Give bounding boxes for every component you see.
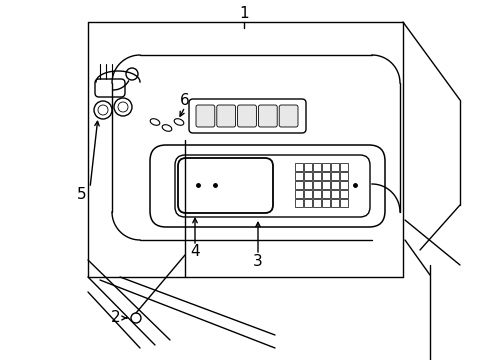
FancyBboxPatch shape <box>178 158 272 213</box>
Bar <box>304 199 311 207</box>
Text: 2: 2 <box>111 310 121 325</box>
Bar <box>330 172 338 180</box>
FancyBboxPatch shape <box>189 99 305 133</box>
Text: 3: 3 <box>253 255 263 270</box>
Bar <box>312 181 320 189</box>
FancyBboxPatch shape <box>196 105 214 127</box>
Bar <box>321 190 329 198</box>
FancyBboxPatch shape <box>150 145 384 227</box>
Bar <box>321 199 329 207</box>
Bar <box>294 163 303 171</box>
Bar <box>339 163 347 171</box>
FancyBboxPatch shape <box>216 105 235 127</box>
Circle shape <box>118 102 128 112</box>
Bar <box>294 172 303 180</box>
Bar <box>304 181 311 189</box>
Circle shape <box>94 101 112 119</box>
FancyBboxPatch shape <box>258 105 277 127</box>
Circle shape <box>131 313 141 323</box>
Text: 1: 1 <box>239 5 248 21</box>
Bar <box>321 181 329 189</box>
Bar <box>339 199 347 207</box>
FancyBboxPatch shape <box>279 105 297 127</box>
Bar <box>321 172 329 180</box>
Bar <box>330 190 338 198</box>
FancyBboxPatch shape <box>237 105 256 127</box>
Bar <box>294 181 303 189</box>
Bar <box>304 163 311 171</box>
Bar <box>294 199 303 207</box>
Bar <box>339 172 347 180</box>
Circle shape <box>114 98 132 116</box>
Bar <box>330 181 338 189</box>
Text: 6: 6 <box>180 93 189 108</box>
FancyBboxPatch shape <box>175 155 369 217</box>
Bar <box>312 190 320 198</box>
Bar <box>339 190 347 198</box>
Bar <box>330 163 338 171</box>
Bar <box>312 199 320 207</box>
Bar <box>339 181 347 189</box>
Bar <box>321 163 329 171</box>
Bar <box>304 190 311 198</box>
FancyBboxPatch shape <box>95 79 125 97</box>
Bar <box>330 199 338 207</box>
Text: 5: 5 <box>77 186 87 202</box>
Bar <box>294 190 303 198</box>
Bar <box>312 163 320 171</box>
Circle shape <box>126 68 138 80</box>
Bar <box>312 172 320 180</box>
Circle shape <box>98 105 108 115</box>
Bar <box>304 172 311 180</box>
Text: 4: 4 <box>190 244 200 260</box>
